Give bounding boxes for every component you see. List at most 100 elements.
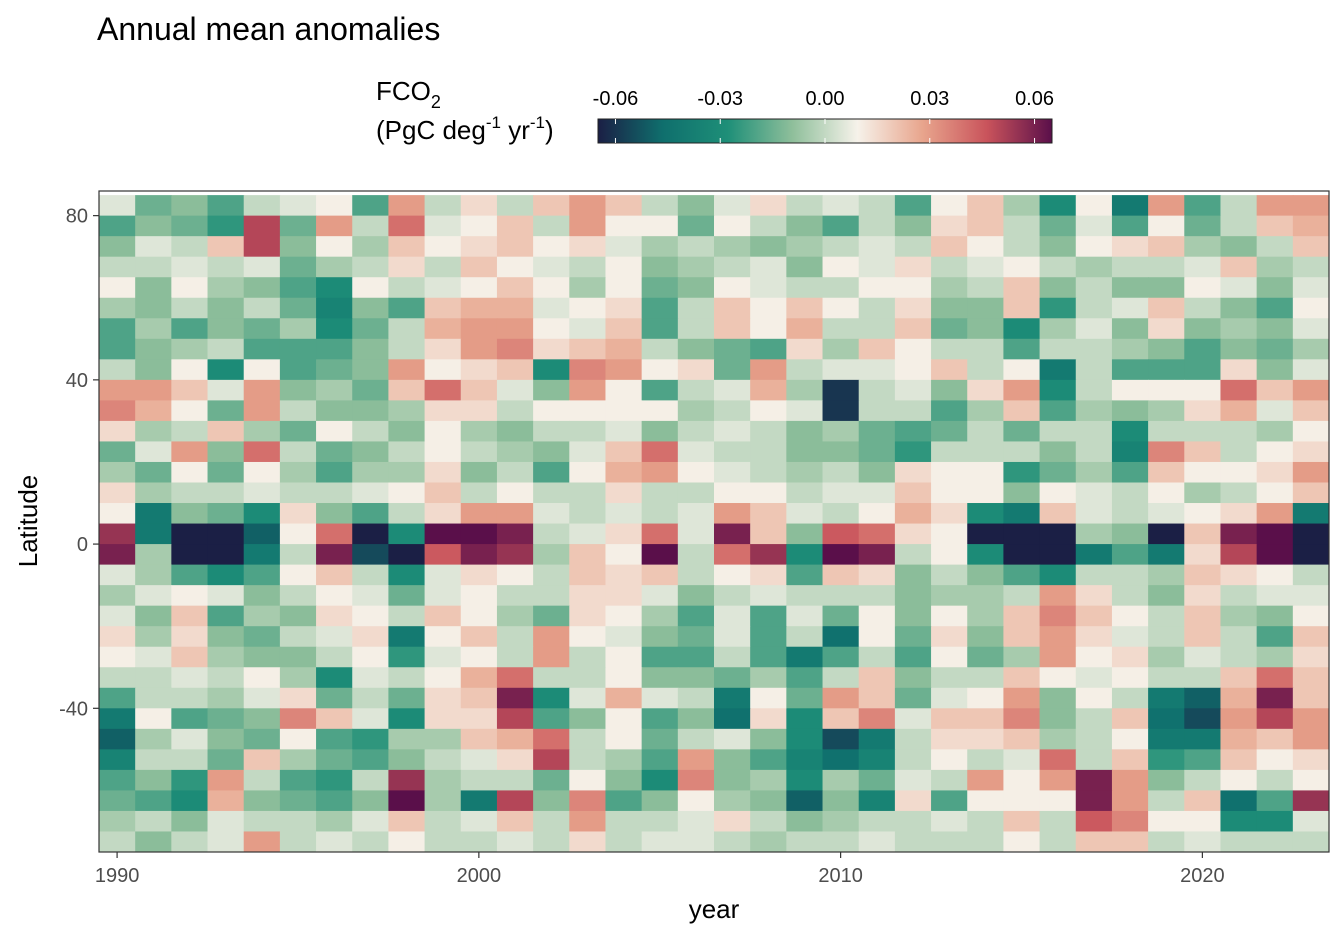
heatmap-cell [967,503,1005,525]
heatmap-cell [207,831,245,852]
heatmap-cell [967,379,1005,401]
heatmap-cell [135,564,172,586]
heatmap-cell [1292,544,1329,566]
heatmap-cell [1003,482,1041,504]
heatmap-cell [1111,277,1149,299]
heatmap-cell [894,626,932,648]
heatmap-cell [496,790,534,812]
heatmap-cell [1220,646,1258,668]
heatmap-cell [894,297,932,319]
heatmap-cell [1220,503,1258,525]
heatmap-cell [1111,626,1149,648]
x-tick-label: 1990 [95,865,140,887]
heatmap-cell [1148,667,1185,689]
heatmap-cell [135,195,172,217]
heatmap-cell [352,482,390,504]
heatmap-cell [279,667,317,689]
heatmap-cell [424,769,462,792]
heatmap-cell [135,379,172,401]
heatmap-cell [641,790,679,812]
heatmap-cell [496,441,534,463]
heatmap-cell [1256,687,1294,709]
heatmap-cell [1111,831,1149,852]
heatmap-cell [677,564,715,586]
heatmap-cell [1075,605,1113,627]
heatmap-cell [279,420,317,443]
heatmap-cell [279,400,317,422]
heatmap-cell [1184,297,1222,319]
heatmap-cell [1003,646,1041,668]
heatmap-cell [858,482,896,504]
heatmap-cell [1075,503,1113,525]
heatmap-cell [388,503,426,525]
heatmap-cell [316,605,353,627]
heatmap-cell [677,728,715,750]
heatmap-cell [858,441,896,463]
heatmap-cell [1039,585,1077,607]
heatmap-cell [641,277,679,299]
heatmap-cell [316,400,353,422]
heatmap-cell [931,626,968,648]
heatmap-cell [1039,297,1077,319]
heatmap-cell [352,420,390,443]
heatmap-cell [316,646,353,668]
heatmap-cell [569,503,607,525]
heatmap-cell [1148,400,1185,422]
heatmap-cell [1292,379,1329,401]
heatmap-cell [388,687,426,709]
heatmap-cell [750,585,787,607]
heatmap-cell [1292,236,1329,258]
heatmap-cell [677,379,715,401]
heatmap-cell [1220,523,1258,545]
heatmap-cell [967,256,1005,278]
heatmap-cell [171,687,209,709]
heatmap-cell [641,236,679,258]
heatmap-cell [1111,420,1149,443]
heatmap-cell [243,585,281,607]
heatmap-cell [207,708,245,730]
heatmap-cell [605,420,643,443]
heatmap-cell [316,810,353,833]
heatmap-cell [1111,503,1149,525]
heatmap-cell [786,626,824,648]
heatmap-cell [786,318,824,340]
heatmap-cell [931,379,968,401]
heatmap-cell [714,236,751,258]
heatmap-cell [967,420,1005,443]
heatmap-cell [894,379,932,401]
heatmap-cell [1220,461,1258,484]
heatmap-cell [1220,236,1258,258]
heatmap-cell [677,359,715,381]
heatmap-cell [1220,441,1258,463]
heatmap-cell [750,297,787,319]
heatmap-cell [424,790,462,812]
heatmap-cell [243,400,281,422]
heatmap-cell [279,708,317,730]
heatmap-cell [1039,215,1077,237]
heatmap-cell [1256,523,1294,545]
heatmap-cell [279,728,317,750]
heatmap-cell [135,667,172,689]
heatmap-cell [388,277,426,299]
heatmap-cell [677,831,715,852]
heatmap-cell [931,831,968,852]
heatmap-cell [894,318,932,340]
heatmap-cell [894,564,932,586]
heatmap-cell [352,359,390,381]
x-axis-label: year [689,894,740,924]
heatmap-cell [99,790,136,812]
heatmap-cell [99,297,136,319]
heatmap-cell [1220,749,1258,771]
heatmap-cell [1220,687,1258,709]
heatmap-cell [931,503,968,525]
heatmap-cell [605,277,643,299]
heatmap-cell [243,605,281,627]
heatmap-cell [641,400,679,422]
heatmap-cell [1111,728,1149,750]
heatmap-cell [750,564,787,586]
heatmap-cell [99,544,136,566]
heatmap-cell [533,564,570,586]
heatmap-cell [460,605,498,627]
heatmap-cell [533,277,570,299]
heatmap-cell [135,277,172,299]
